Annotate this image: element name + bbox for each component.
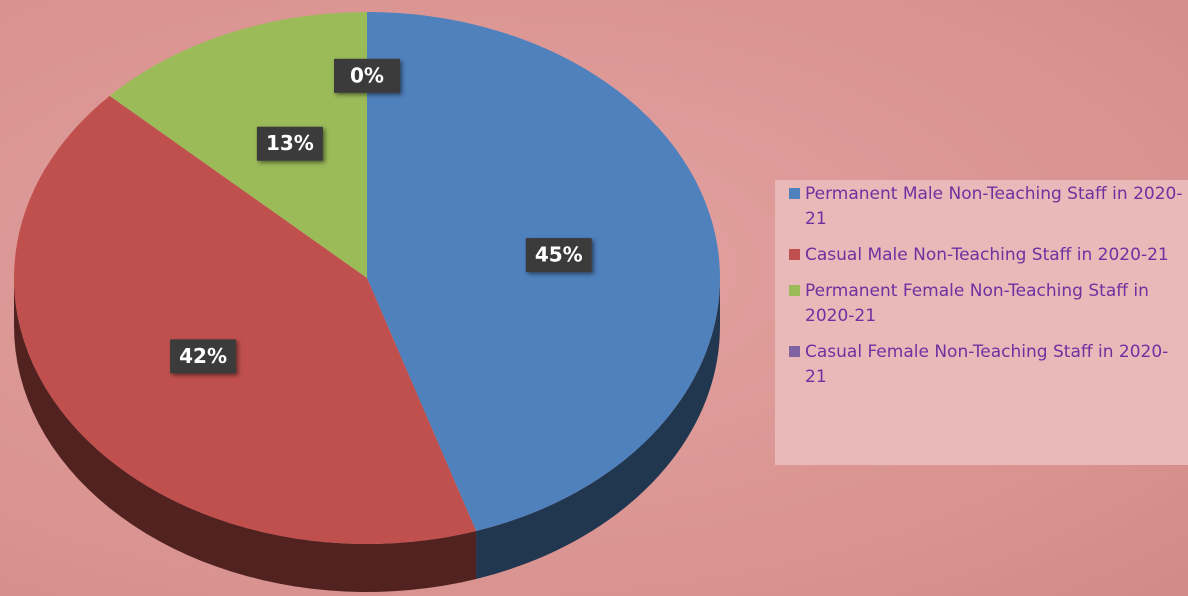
data-label-box xyxy=(170,339,237,374)
data-label: 13% xyxy=(266,131,314,155)
data-label-group: 45% xyxy=(525,238,592,273)
data-label: 45% xyxy=(535,243,583,267)
legend-label: Permanent Male Non-Teaching Staff in 202… xyxy=(805,184,1183,229)
legend-label: Casual Male Non-Teaching Staff in 2020-2… xyxy=(805,245,1169,265)
legend-swatch xyxy=(789,249,800,260)
legend-label: Casual Female Non-Teaching Staff in 2020… xyxy=(805,342,1169,387)
slice xyxy=(109,11,367,278)
data-label-group: 0% xyxy=(334,58,400,93)
legend-label: Permanent Female Non-Teaching Staff in 2… xyxy=(805,281,1149,326)
legend-swatch xyxy=(789,285,800,296)
data-label-group: 13% xyxy=(256,126,323,161)
legend-swatch xyxy=(789,346,800,357)
slice-side xyxy=(14,278,477,592)
legend-item: Casual Male Non-Teaching Staff in 2020-2… xyxy=(789,243,1188,268)
slice-side xyxy=(476,278,720,579)
legend-swatch xyxy=(789,188,800,199)
data-label: 42% xyxy=(179,344,227,368)
legend-item: Permanent Female Non-Teaching Staff in 2… xyxy=(789,279,1188,329)
legend-item: Permanent Male Non-Teaching Staff in 202… xyxy=(789,182,1188,232)
data-label-group: 42% xyxy=(170,339,237,374)
data-label-box xyxy=(334,58,400,93)
data-label-box xyxy=(256,126,323,161)
legend: Permanent Male Non-Teaching Staff in 202… xyxy=(775,180,1188,465)
data-label: 0% xyxy=(350,63,384,87)
data-label-box xyxy=(525,238,592,273)
legend-item: Casual Female Non-Teaching Staff in 2020… xyxy=(789,340,1188,390)
slice xyxy=(14,95,477,545)
